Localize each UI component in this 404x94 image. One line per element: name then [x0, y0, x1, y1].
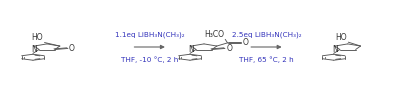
Text: THF, -10 °C, 2 h: THF, -10 °C, 2 h — [121, 56, 178, 63]
Text: 1.1eq LiBH₃N(CH₃)₂: 1.1eq LiBH₃N(CH₃)₂ — [115, 31, 185, 38]
Text: 2.5eq LiBH₃N(CH₃)₂: 2.5eq LiBH₃N(CH₃)₂ — [231, 31, 301, 38]
Text: N: N — [332, 45, 338, 54]
Text: H₃CO: H₃CO — [204, 30, 224, 39]
Text: HO: HO — [335, 33, 347, 42]
Text: HO: HO — [32, 33, 43, 42]
Text: O: O — [226, 44, 232, 53]
Text: N: N — [32, 45, 38, 54]
Text: O: O — [69, 44, 75, 53]
Text: THF, 65 °C, 2 h: THF, 65 °C, 2 h — [239, 56, 294, 63]
Text: O: O — [242, 38, 248, 47]
Text: N: N — [189, 45, 194, 54]
